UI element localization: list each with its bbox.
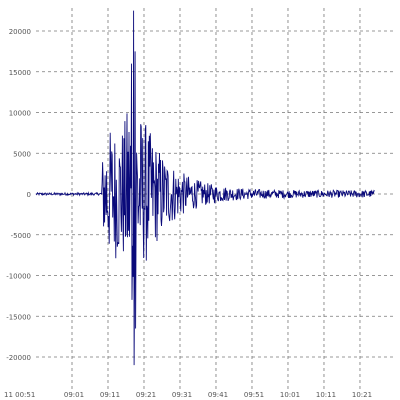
series-seismic-trace [35,10,375,366]
grid-lines [36,8,396,392]
x-tick-label: 09:21 [136,391,156,399]
y-tick-label: 20000 [9,28,31,36]
x-tick-label: 11 00:51 [4,391,35,399]
seismic-trace-line [35,10,375,366]
y-axis-tick-labels: 20000 15000 10000 5000 0 -5000 -10000 -15000 -20… [6,28,31,362]
x-tick-label: 10:21 [352,391,372,399]
y-tick-label: -10000 [6,273,31,281]
y-tick-label: 0 [27,191,31,199]
y-tick-label: -20000 [6,354,31,362]
y-tick-label: -5000 [11,232,31,240]
x-axis-tick-labels: 11 00:51 09:01 09:11 09:21 09:31 09:41 09:51 10… [4,391,372,399]
x-tick-label: 10:11 [316,391,336,399]
x-tick-label: 09:51 [244,391,264,399]
x-tick-label: 09:41 [208,391,228,399]
x-tick-label: 09:31 [172,391,192,399]
y-tick-label: -15000 [6,313,31,321]
y-tick-label: 5000 [13,150,31,158]
x-tick-label: 09:01 [64,391,84,399]
y-tick-label: 10000 [9,110,31,118]
x-tick-label: 09:11 [100,391,120,399]
x-tick-label: 10:01 [280,391,300,399]
y-tick-label: 15000 [9,69,31,77]
